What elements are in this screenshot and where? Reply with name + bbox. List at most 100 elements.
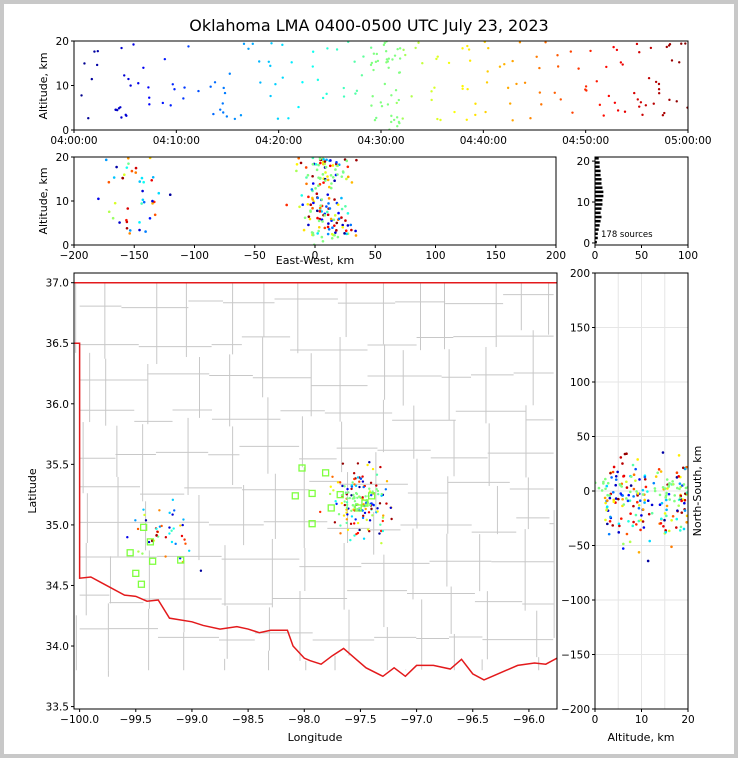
source-point [391, 58, 394, 61]
station-marker [137, 580, 146, 588]
source-point [344, 204, 347, 208]
source-point [435, 57, 438, 61]
station-marker [298, 464, 306, 472]
source-point [417, 41, 420, 44]
source-point [352, 522, 356, 525]
source-point [683, 509, 687, 512]
source-point [310, 231, 314, 234]
source-point [80, 94, 83, 97]
y-tick-label: 0 [62, 125, 69, 137]
source-point [318, 210, 322, 213]
source-point [375, 116, 378, 120]
source-point [326, 225, 330, 229]
lma-stations [126, 464, 376, 588]
source-point [659, 522, 663, 525]
source-point [382, 43, 386, 47]
source-point [654, 80, 658, 84]
source-point [632, 504, 635, 508]
source-point [370, 507, 373, 511]
source-point [276, 117, 280, 120]
source-point [337, 513, 341, 516]
source-point [305, 176, 308, 179]
source-point [137, 82, 140, 85]
source-point [340, 216, 343, 219]
source-point [361, 516, 365, 520]
source-point [364, 495, 367, 498]
source-point [222, 111, 225, 114]
source-point [355, 158, 358, 162]
source-point [401, 117, 404, 120]
source-point [87, 117, 90, 120]
source-point [610, 476, 613, 479]
source-point [316, 196, 319, 200]
source-point [329, 217, 333, 221]
source-point [332, 489, 335, 492]
source-point [678, 482, 682, 485]
source-point [674, 526, 678, 529]
source-point [370, 502, 373, 505]
source-point [571, 111, 574, 114]
source-point [529, 117, 532, 120]
source-point [623, 452, 627, 456]
source-point [369, 46, 373, 49]
x-tick-label: −97.0 [400, 714, 432, 726]
source-point [670, 545, 673, 549]
source-point [621, 63, 624, 66]
source-point [617, 497, 620, 501]
source-point [605, 484, 609, 488]
x-tick-label: −98.0 [288, 714, 320, 726]
y-tick-label: −150 [561, 650, 590, 662]
y-tick-label: 20 [56, 36, 69, 48]
source-point [325, 210, 329, 214]
source-point [634, 479, 637, 482]
plan-view-ticks: −100.0 −99.5 −99.0 −98.5 −98.0 −97.5 −97.0 −96.… [46, 278, 545, 726]
source-point [663, 487, 667, 490]
source-point [362, 537, 366, 540]
source-point [345, 177, 348, 181]
source-point [348, 496, 351, 500]
panel-eastwest-altitude: −200 −150 −100 −50 0 50 100 150 200 0 10 20 Altitud… [37, 152, 566, 267]
source-point [163, 57, 167, 61]
source-point [355, 89, 359, 93]
source-point [327, 222, 330, 225]
station-marker [354, 504, 362, 512]
source-point [307, 195, 310, 199]
source-point [113, 201, 117, 205]
source-point [352, 472, 356, 475]
station-marker [321, 469, 330, 477]
source-point [375, 52, 379, 56]
source-point [653, 487, 657, 490]
source-point [439, 118, 442, 122]
source-point [678, 529, 682, 532]
source-point [643, 501, 646, 504]
source-point [137, 550, 140, 553]
source-point [120, 46, 123, 50]
source-point [320, 235, 324, 239]
source-point [392, 118, 396, 122]
source-point [333, 214, 337, 217]
source-point [619, 517, 623, 520]
source-point [618, 524, 621, 528]
source-point [393, 54, 397, 57]
source-point [461, 87, 464, 90]
source-point [299, 161, 303, 165]
source-point [667, 492, 671, 496]
source-point [321, 220, 324, 223]
source-point [600, 489, 604, 492]
source-point [316, 216, 319, 220]
source-point [347, 491, 350, 494]
source-point [311, 206, 314, 210]
source-point [350, 228, 353, 232]
histogram-bars [595, 157, 604, 244]
x-tick-label: −50 [244, 250, 266, 262]
source-point [335, 502, 338, 506]
source-point [171, 83, 174, 86]
source-point [322, 157, 325, 161]
station-marker [177, 556, 185, 564]
source-point [675, 517, 679, 521]
source-point [627, 493, 631, 497]
source-point [486, 70, 489, 73]
x-tick-label: 10 [635, 714, 648, 726]
source-point [171, 498, 175, 502]
histogram-bar [595, 211, 601, 215]
